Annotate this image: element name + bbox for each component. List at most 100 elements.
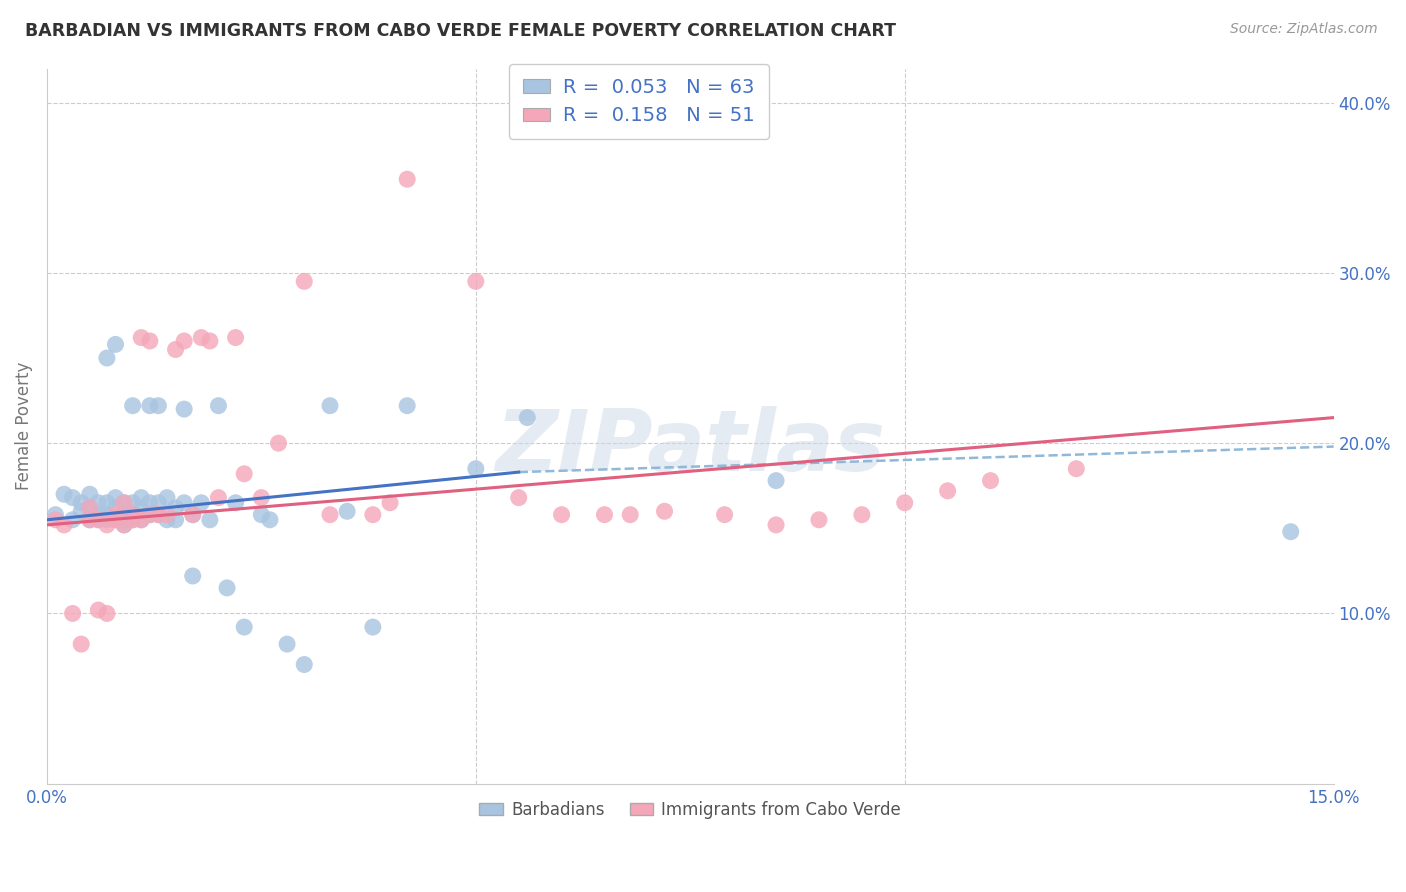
Point <box>181 508 204 522</box>
Point <box>96 517 118 532</box>
Point <box>165 343 187 357</box>
Point <box>104 500 127 515</box>
Point <box>96 513 118 527</box>
Point <box>173 402 195 417</box>
Point <box>936 483 959 498</box>
Y-axis label: Female Poverty: Female Poverty <box>15 362 32 491</box>
Point <box>79 513 101 527</box>
Point <box>233 620 256 634</box>
Point <box>87 508 110 522</box>
Point <box>508 491 530 505</box>
Point <box>129 500 152 515</box>
Point <box>121 513 143 527</box>
Point <box>112 496 135 510</box>
Point <box>190 330 212 344</box>
Point <box>173 334 195 348</box>
Point <box>79 500 101 515</box>
Point <box>207 399 229 413</box>
Point <box>112 508 135 522</box>
Point <box>464 274 486 288</box>
Point <box>267 436 290 450</box>
Point <box>70 637 93 651</box>
Point <box>225 496 247 510</box>
Point <box>139 496 162 510</box>
Point <box>70 504 93 518</box>
Point <box>198 513 221 527</box>
Point <box>87 603 110 617</box>
Point <box>893 496 915 510</box>
Point <box>148 496 170 510</box>
Point <box>156 513 179 527</box>
Point <box>104 491 127 505</box>
Point <box>112 513 135 527</box>
Point <box>44 513 66 527</box>
Point <box>79 513 101 527</box>
Point <box>396 172 419 186</box>
Point <box>276 637 298 651</box>
Point <box>181 508 204 522</box>
Point <box>96 351 118 365</box>
Point <box>148 399 170 413</box>
Point <box>139 508 162 522</box>
Point <box>129 491 152 505</box>
Point <box>139 508 162 522</box>
Point <box>156 508 179 522</box>
Text: BARBADIAN VS IMMIGRANTS FROM CABO VERDE FEMALE POVERTY CORRELATION CHART: BARBADIAN VS IMMIGRANTS FROM CABO VERDE … <box>25 22 896 40</box>
Text: ZIPatlas: ZIPatlas <box>495 406 886 489</box>
Point <box>121 399 143 413</box>
Point <box>165 500 187 515</box>
Point <box>121 508 143 522</box>
Point <box>807 513 830 527</box>
Point <box>104 513 127 527</box>
Point <box>104 508 127 522</box>
Point <box>79 500 101 515</box>
Point <box>215 581 238 595</box>
Point <box>250 491 273 505</box>
Point <box>378 496 401 510</box>
Point <box>765 474 787 488</box>
Point <box>44 508 66 522</box>
Point <box>181 569 204 583</box>
Point <box>148 508 170 522</box>
Point <box>62 491 84 505</box>
Point <box>654 504 676 518</box>
Point <box>550 508 572 522</box>
Point <box>173 496 195 510</box>
Point <box>207 491 229 505</box>
Point <box>190 496 212 510</box>
Point <box>464 461 486 475</box>
Point <box>765 517 787 532</box>
Point <box>1064 461 1087 475</box>
Point <box>396 399 419 413</box>
Point <box>104 337 127 351</box>
Point <box>225 330 247 344</box>
Point <box>112 496 135 510</box>
Point <box>62 607 84 621</box>
Point <box>129 330 152 344</box>
Point <box>53 517 76 532</box>
Point <box>198 334 221 348</box>
Point <box>361 508 384 522</box>
Point <box>112 517 135 532</box>
Point <box>79 487 101 501</box>
Point <box>319 508 342 522</box>
Point <box>96 607 118 621</box>
Point <box>87 513 110 527</box>
Point <box>87 513 110 527</box>
Point <box>96 496 118 510</box>
Point <box>713 508 735 522</box>
Point <box>233 467 256 481</box>
Point <box>148 508 170 522</box>
Point <box>319 399 342 413</box>
Point <box>129 513 152 527</box>
Legend: Barbadians, Immigrants from Cabo Verde: Barbadians, Immigrants from Cabo Verde <box>472 794 908 825</box>
Point <box>165 513 187 527</box>
Point <box>336 504 359 518</box>
Point <box>112 517 135 532</box>
Point <box>593 508 616 522</box>
Point <box>139 334 162 348</box>
Point <box>121 513 143 527</box>
Point <box>250 508 273 522</box>
Point <box>53 487 76 501</box>
Point <box>292 274 315 288</box>
